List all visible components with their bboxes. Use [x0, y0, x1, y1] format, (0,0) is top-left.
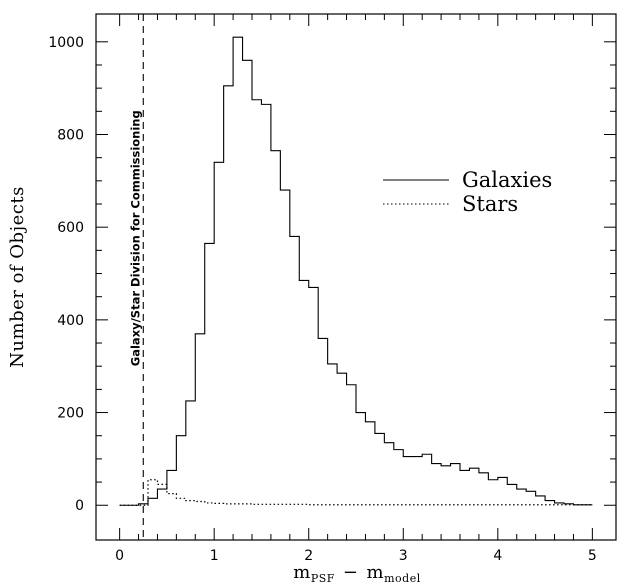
x-label-m1: m	[293, 562, 311, 583]
x-tick-label: 5	[588, 548, 597, 564]
x-label-sub-model: model	[384, 572, 421, 584]
plot-frame	[95, 13, 617, 541]
x-tick-label: 1	[210, 548, 219, 564]
series-galaxies-line	[119, 36, 593, 506]
series-stars-line	[119, 479, 593, 506]
x-label-sub-psf: PSF	[311, 572, 335, 584]
y-tick-label: 0	[75, 498, 84, 514]
histogram-series	[119, 36, 593, 506]
x-tick-label: 0	[115, 548, 124, 564]
y-tick-label: 400	[57, 313, 84, 329]
legend-galaxies-label: Galaxies	[462, 168, 552, 192]
legend: Galaxies Stars	[383, 168, 552, 216]
y-axis-label: Number of Objects	[7, 186, 28, 368]
x-axis-label: mPSF − mmodel	[293, 562, 420, 584]
x-label-minus: −	[343, 562, 359, 583]
y-tick-label: 1000	[48, 35, 84, 51]
y-tick-label: 600	[57, 220, 84, 236]
axis-tick-labels: 0 1 2 3 4 5 0 200 400 600 800 1000	[48, 35, 596, 564]
x-tick-label: 4	[493, 548, 502, 564]
galaxy-star-division-label: Galaxy/Star Division for Commissioning	[128, 110, 142, 366]
x-label-m2: m	[367, 562, 385, 583]
legend-stars-label: Stars	[462, 192, 518, 216]
y-tick-label: 800	[57, 127, 84, 143]
x-tick-label: 2	[304, 548, 313, 564]
x-tick-label: 3	[399, 548, 408, 564]
y-tick-label: 200	[57, 406, 84, 422]
axis-ticks	[96, 14, 616, 540]
